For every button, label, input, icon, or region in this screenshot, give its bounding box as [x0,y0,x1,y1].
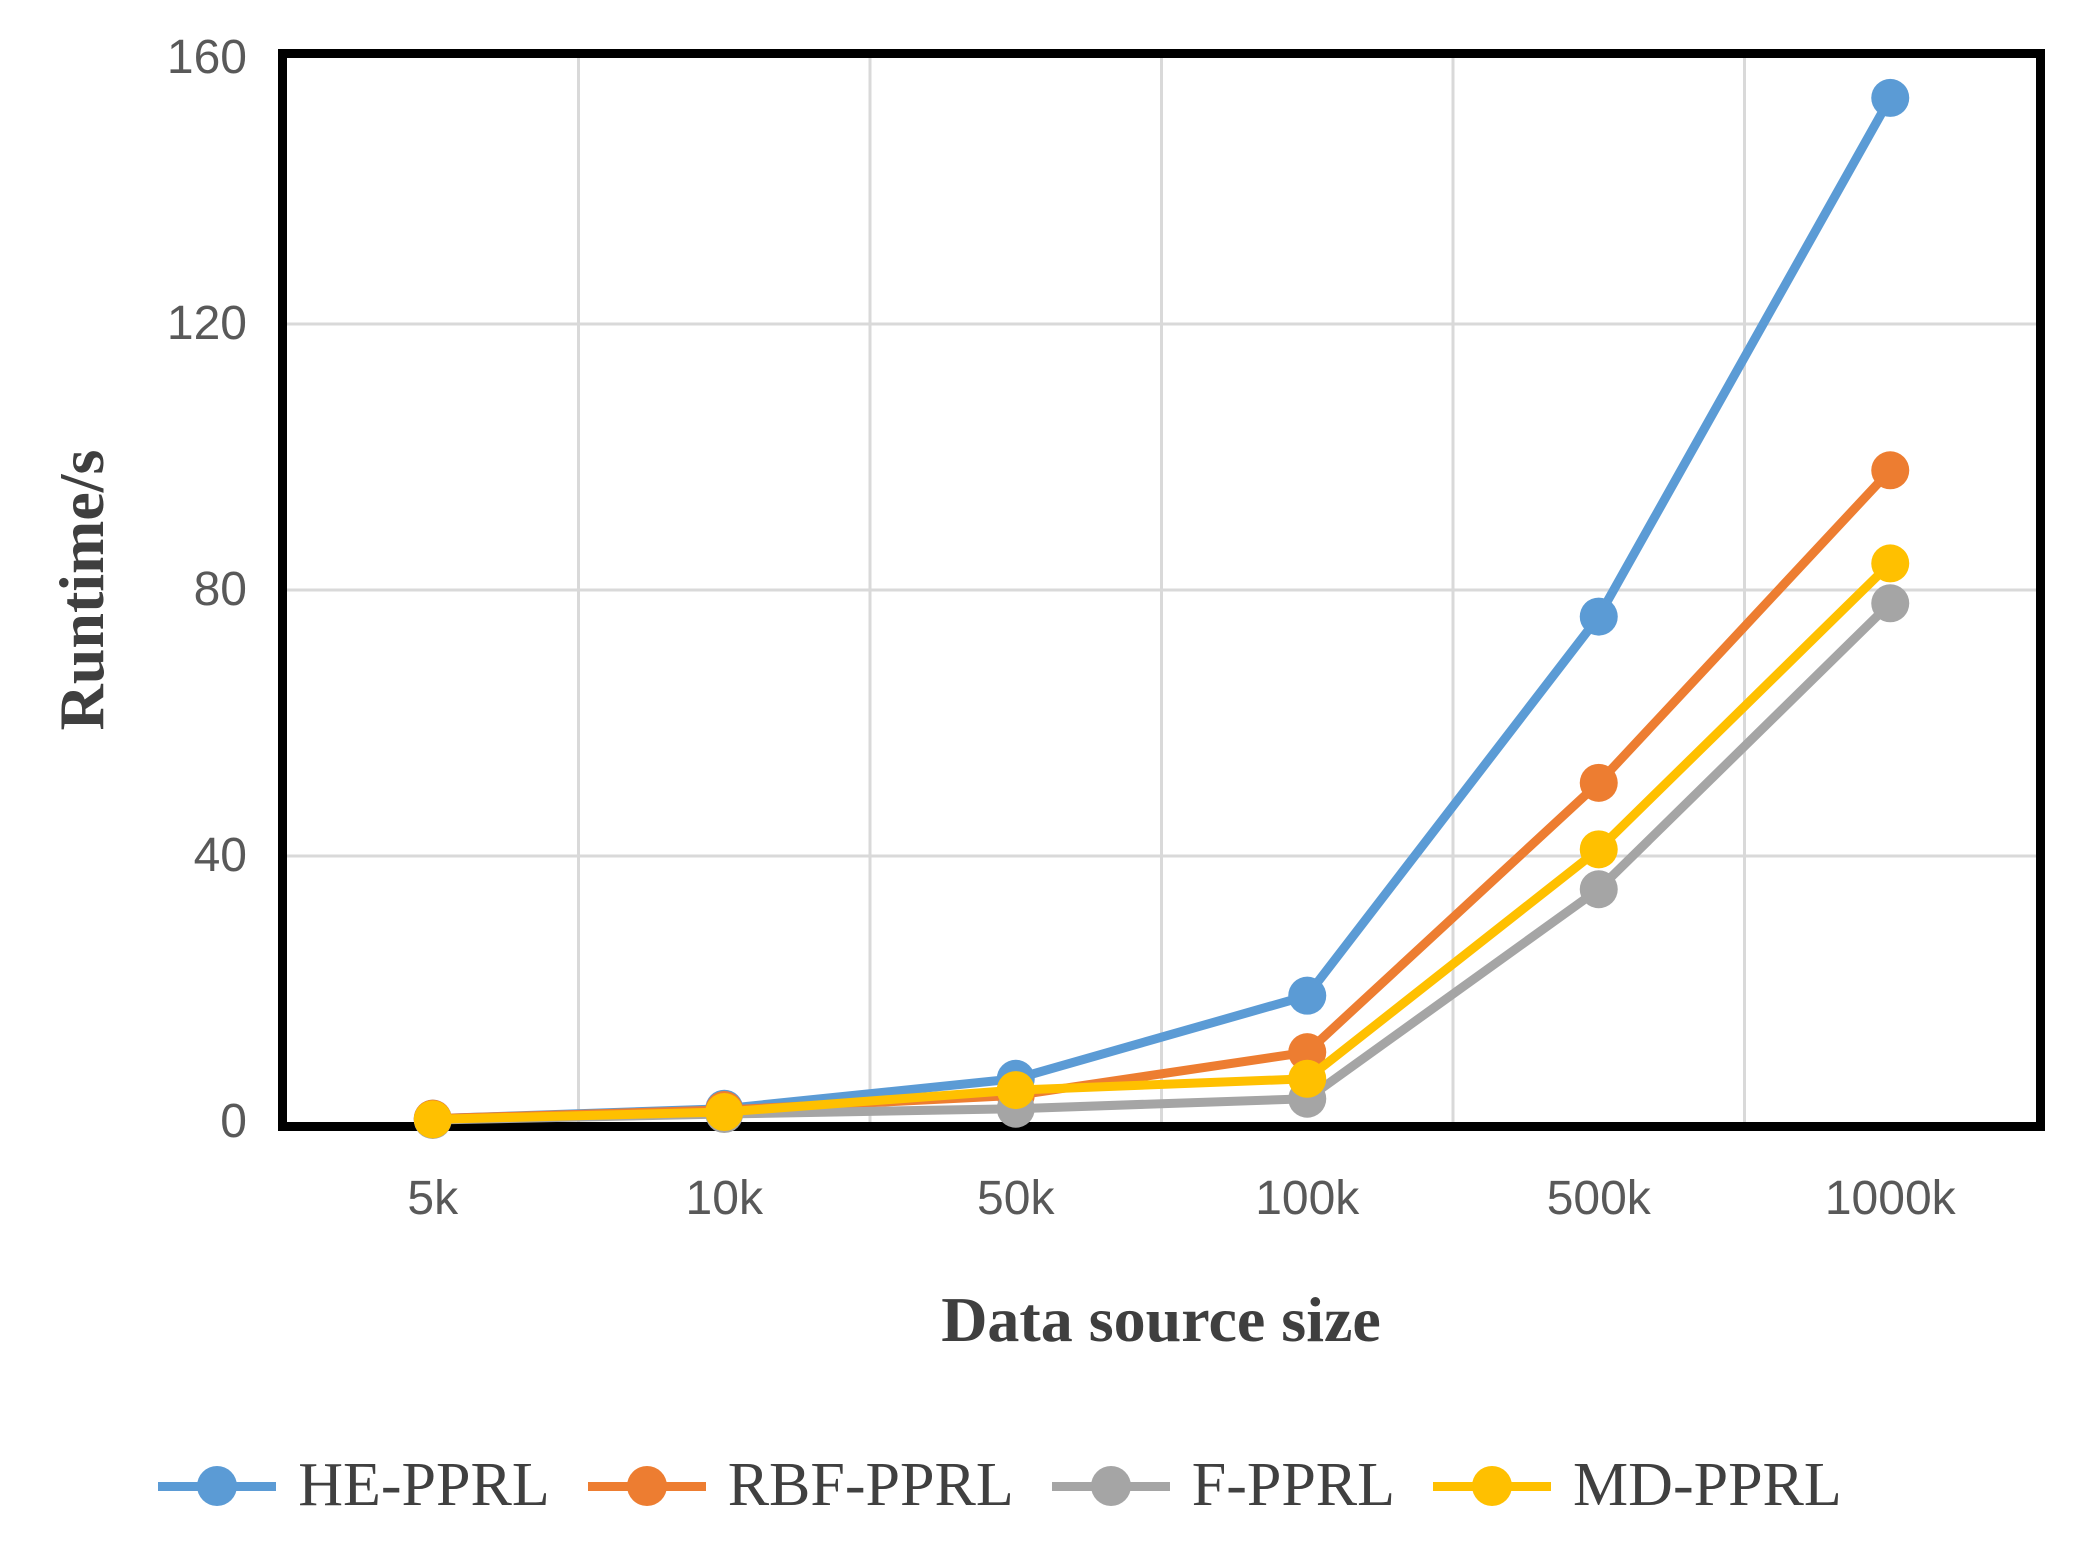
chart-canvas [287,58,2036,1140]
x-axis-title: Data source size [941,1284,1381,1355]
data-point-marker-rbf-pprl [1871,451,1910,490]
y-tick-label: 40 [193,829,247,882]
legend-label: RBF-PPRL [727,1451,1014,1519]
y-tick-label: 120 [166,297,247,350]
data-point-marker-md-pprl [1288,1059,1327,1098]
legend-item-md-pprl: MD-PPRL [1433,1450,1842,1521]
data-point-marker-he-pprl [1871,78,1910,117]
plot-area [278,49,2045,1140]
data-point-marker-rbf-pprl [1579,763,1618,802]
data-point-marker-md-pprl [1579,830,1618,869]
legend-item-f-pprl: F-PPRL [1051,1450,1396,1521]
x-tick-label: 5k [407,1172,459,1225]
x-tick-label: 10k [685,1172,763,1225]
series-line-md-pprl [428,558,1895,1124]
legend-marker-dot [1472,1465,1513,1506]
y-tick-label: 0 [220,1095,247,1148]
legend-label: F-PPRL [1191,1451,1396,1519]
legend-item-rbf-pprl: RBF-PPRL [587,1450,1014,1521]
data-point-marker-rbf-pprl [1288,1033,1327,1072]
data-point-marker-md-pprl [996,1071,1035,1110]
data-point-marker-f-pprl [1579,870,1618,909]
y-tick-label: 160 [166,31,247,84]
x-tick-label: 100k [1255,1172,1360,1225]
x-tick-label: 500k [1546,1172,1651,1225]
chart-legend: HE-PPRL RBF-PPRL F-PPRL MD-PPRL [0,1450,2000,1521]
data-point-marker-he-pprl [1288,976,1327,1015]
legend-label: HE-PPRL [298,1451,550,1519]
legend-line-dot-marker [158,1465,277,1507]
legend-line-dot-marker [1433,1465,1552,1507]
y-tick-label: 80 [193,563,247,616]
legend-marker-dot [1090,1465,1131,1506]
legend-marker-dot [626,1465,667,1506]
data-point-marker-md-pprl [1871,544,1910,583]
x-tick-label: 50k [977,1172,1055,1225]
data-point-marker-he-pprl [1579,597,1618,636]
data-point-marker-md-pprl [413,1100,452,1139]
legend-label: MD-PPRL [1573,1451,1842,1519]
legend-line-dot-marker [1051,1465,1170,1507]
legend-marker-dot [197,1465,238,1506]
x-tick-label: 1000k [1824,1172,1956,1225]
legend-line-dot-marker [587,1465,706,1507]
data-point-marker-md-pprl [705,1093,744,1132]
legend-item-he-pprl: HE-PPRL [158,1450,550,1521]
data-point-marker-f-pprl [1871,584,1910,623]
